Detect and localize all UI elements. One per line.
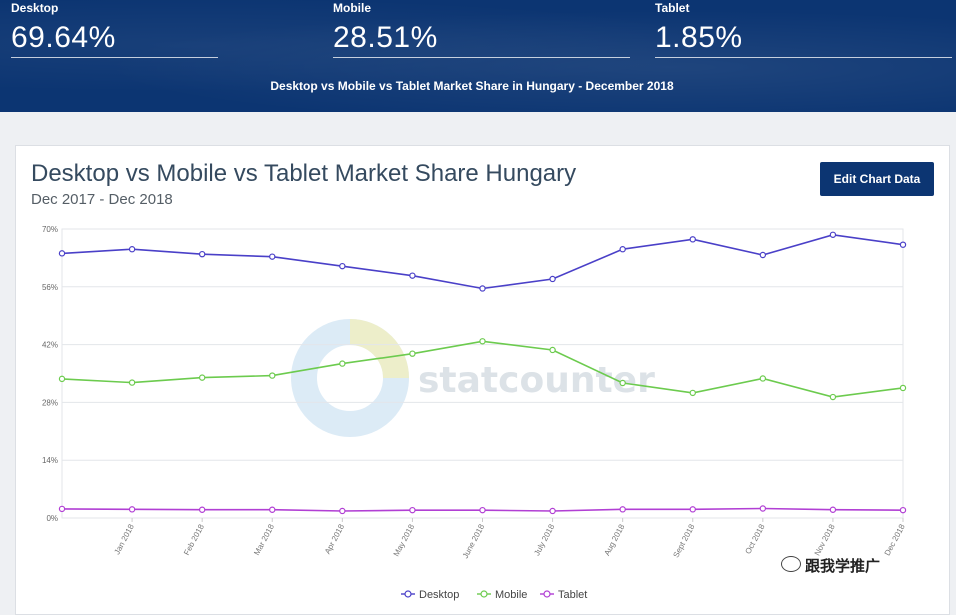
x-axis-ticks: Jan 2018 Feb 2018 Mar 2018 Apr 2018 May 2018… <box>112 518 907 560</box>
legend-marker-mobile <box>480 590 488 598</box>
point-tablet <box>58 505 66 513</box>
point-mobile <box>128 379 136 386</box>
point-mobile <box>409 350 416 357</box>
stat-desktop: Desktop 69.64% <box>11 0 218 58</box>
x-tick-label: Oct 2018 <box>743 522 766 555</box>
x-tick-label: Aug 2018 <box>602 522 626 557</box>
y-tick-label: 0% <box>46 514 58 523</box>
stat-desktop-label: Desktop <box>11 1 59 15</box>
y-tick-label: 56% <box>42 283 58 292</box>
x-tick-label: Jan 2018 <box>112 522 136 556</box>
y-tick-label: 28% <box>42 398 58 407</box>
point-tablet <box>759 505 767 512</box>
point-tablet <box>619 506 626 513</box>
y-tick-label: 14% <box>42 456 58 465</box>
stat-mobile: Mobile 28.51% <box>333 0 630 58</box>
x-tick-label: Apr 2018 <box>323 522 346 555</box>
x-tick-label: May 2018 <box>392 522 417 558</box>
point-desktop <box>269 253 276 260</box>
overlay-watermark: 跟我学推广 <box>805 558 881 575</box>
point-mobile <box>269 372 276 379</box>
legend-label-mobile: Mobile <box>495 589 527 601</box>
point-desktop <box>339 262 346 270</box>
edit-chart-data-button[interactable]: Edit Chart Data <box>820 162 934 196</box>
x-tick-label: Dec 2018 <box>883 522 907 557</box>
point-desktop <box>198 250 206 258</box>
chart-series <box>58 231 907 515</box>
point-desktop <box>689 236 696 243</box>
point-desktop <box>829 231 837 238</box>
stat-mobile-value: 28.51% <box>333 21 438 54</box>
point-mobile <box>689 389 696 397</box>
point-tablet <box>479 506 486 514</box>
x-tick-label: Nov 2018 <box>813 522 837 557</box>
statcounter-watermark-text: statcounter <box>418 360 655 401</box>
point-desktop <box>619 246 626 253</box>
point-desktop <box>899 241 907 248</box>
point-tablet <box>339 507 346 515</box>
point-tablet <box>549 507 556 515</box>
point-mobile <box>479 338 486 345</box>
series-line-desktop <box>61 233 904 290</box>
y-tick-label: 70% <box>42 225 58 234</box>
y-axis-ticks: 0% 14% 28% 42% 56% 70% <box>42 225 58 523</box>
stat-desktop-rule <box>11 57 218 58</box>
chart-legend[interactable]: Desktop Mobile Tablet <box>401 589 587 601</box>
point-mobile <box>58 375 66 383</box>
point-mobile <box>829 393 837 401</box>
point-tablet <box>899 506 907 514</box>
stat-mobile-rule <box>333 57 630 58</box>
point-mobile <box>198 374 206 381</box>
point-tablet <box>409 506 416 514</box>
point-tablet <box>198 506 206 513</box>
x-tick-label: July 2018 <box>532 522 556 557</box>
point-mobile <box>899 384 907 392</box>
point-tablet <box>829 506 837 513</box>
stat-tablet-label: Tablet <box>655 1 690 15</box>
point-tablet <box>128 506 136 513</box>
stat-desktop-value: 69.64% <box>11 21 116 54</box>
x-tick-label: Sept 2018 <box>671 522 696 559</box>
point-desktop <box>549 275 556 283</box>
point-mobile <box>339 360 346 367</box>
stat-tablet-value: 1.85% <box>655 21 743 54</box>
stat-tablet-rule <box>655 57 952 58</box>
point-mobile <box>759 375 767 382</box>
point-tablet <box>689 506 696 513</box>
stat-tablet: Tablet 1.85% <box>655 0 952 58</box>
point-tablet <box>269 506 276 513</box>
legend-label-tablet: Tablet <box>558 589 587 601</box>
wechat-icon <box>781 556 801 572</box>
chart-title: Desktop vs Mobile vs Tablet Market Share… <box>31 160 577 187</box>
y-tick-label: 42% <box>42 341 58 350</box>
chart-date-range: Dec 2017 - Dec 2018 <box>31 191 173 208</box>
legend-marker-tablet <box>543 590 551 598</box>
statcounter-logo: statcounter <box>291 319 655 437</box>
point-mobile <box>619 379 626 387</box>
x-tick-label: June 2018 <box>461 522 487 560</box>
x-tick-label: Mar 2018 <box>252 522 276 557</box>
banner-subtitle: Desktop vs Mobile vs Tablet Market Share… <box>270 79 674 93</box>
point-desktop <box>409 272 416 279</box>
x-tick-label: Feb 2018 <box>182 522 206 557</box>
point-desktop <box>479 285 486 292</box>
legend-label-desktop: Desktop <box>419 589 459 601</box>
header-banner: Desktop 69.64% Mobile 28.51% Tablet 1.85… <box>0 0 956 112</box>
point-desktop <box>58 250 66 257</box>
legend-marker-desktop <box>404 590 412 598</box>
point-desktop <box>759 251 767 259</box>
point-mobile <box>549 346 556 354</box>
stat-mobile-label: Mobile <box>333 1 371 15</box>
point-desktop <box>128 246 136 253</box>
